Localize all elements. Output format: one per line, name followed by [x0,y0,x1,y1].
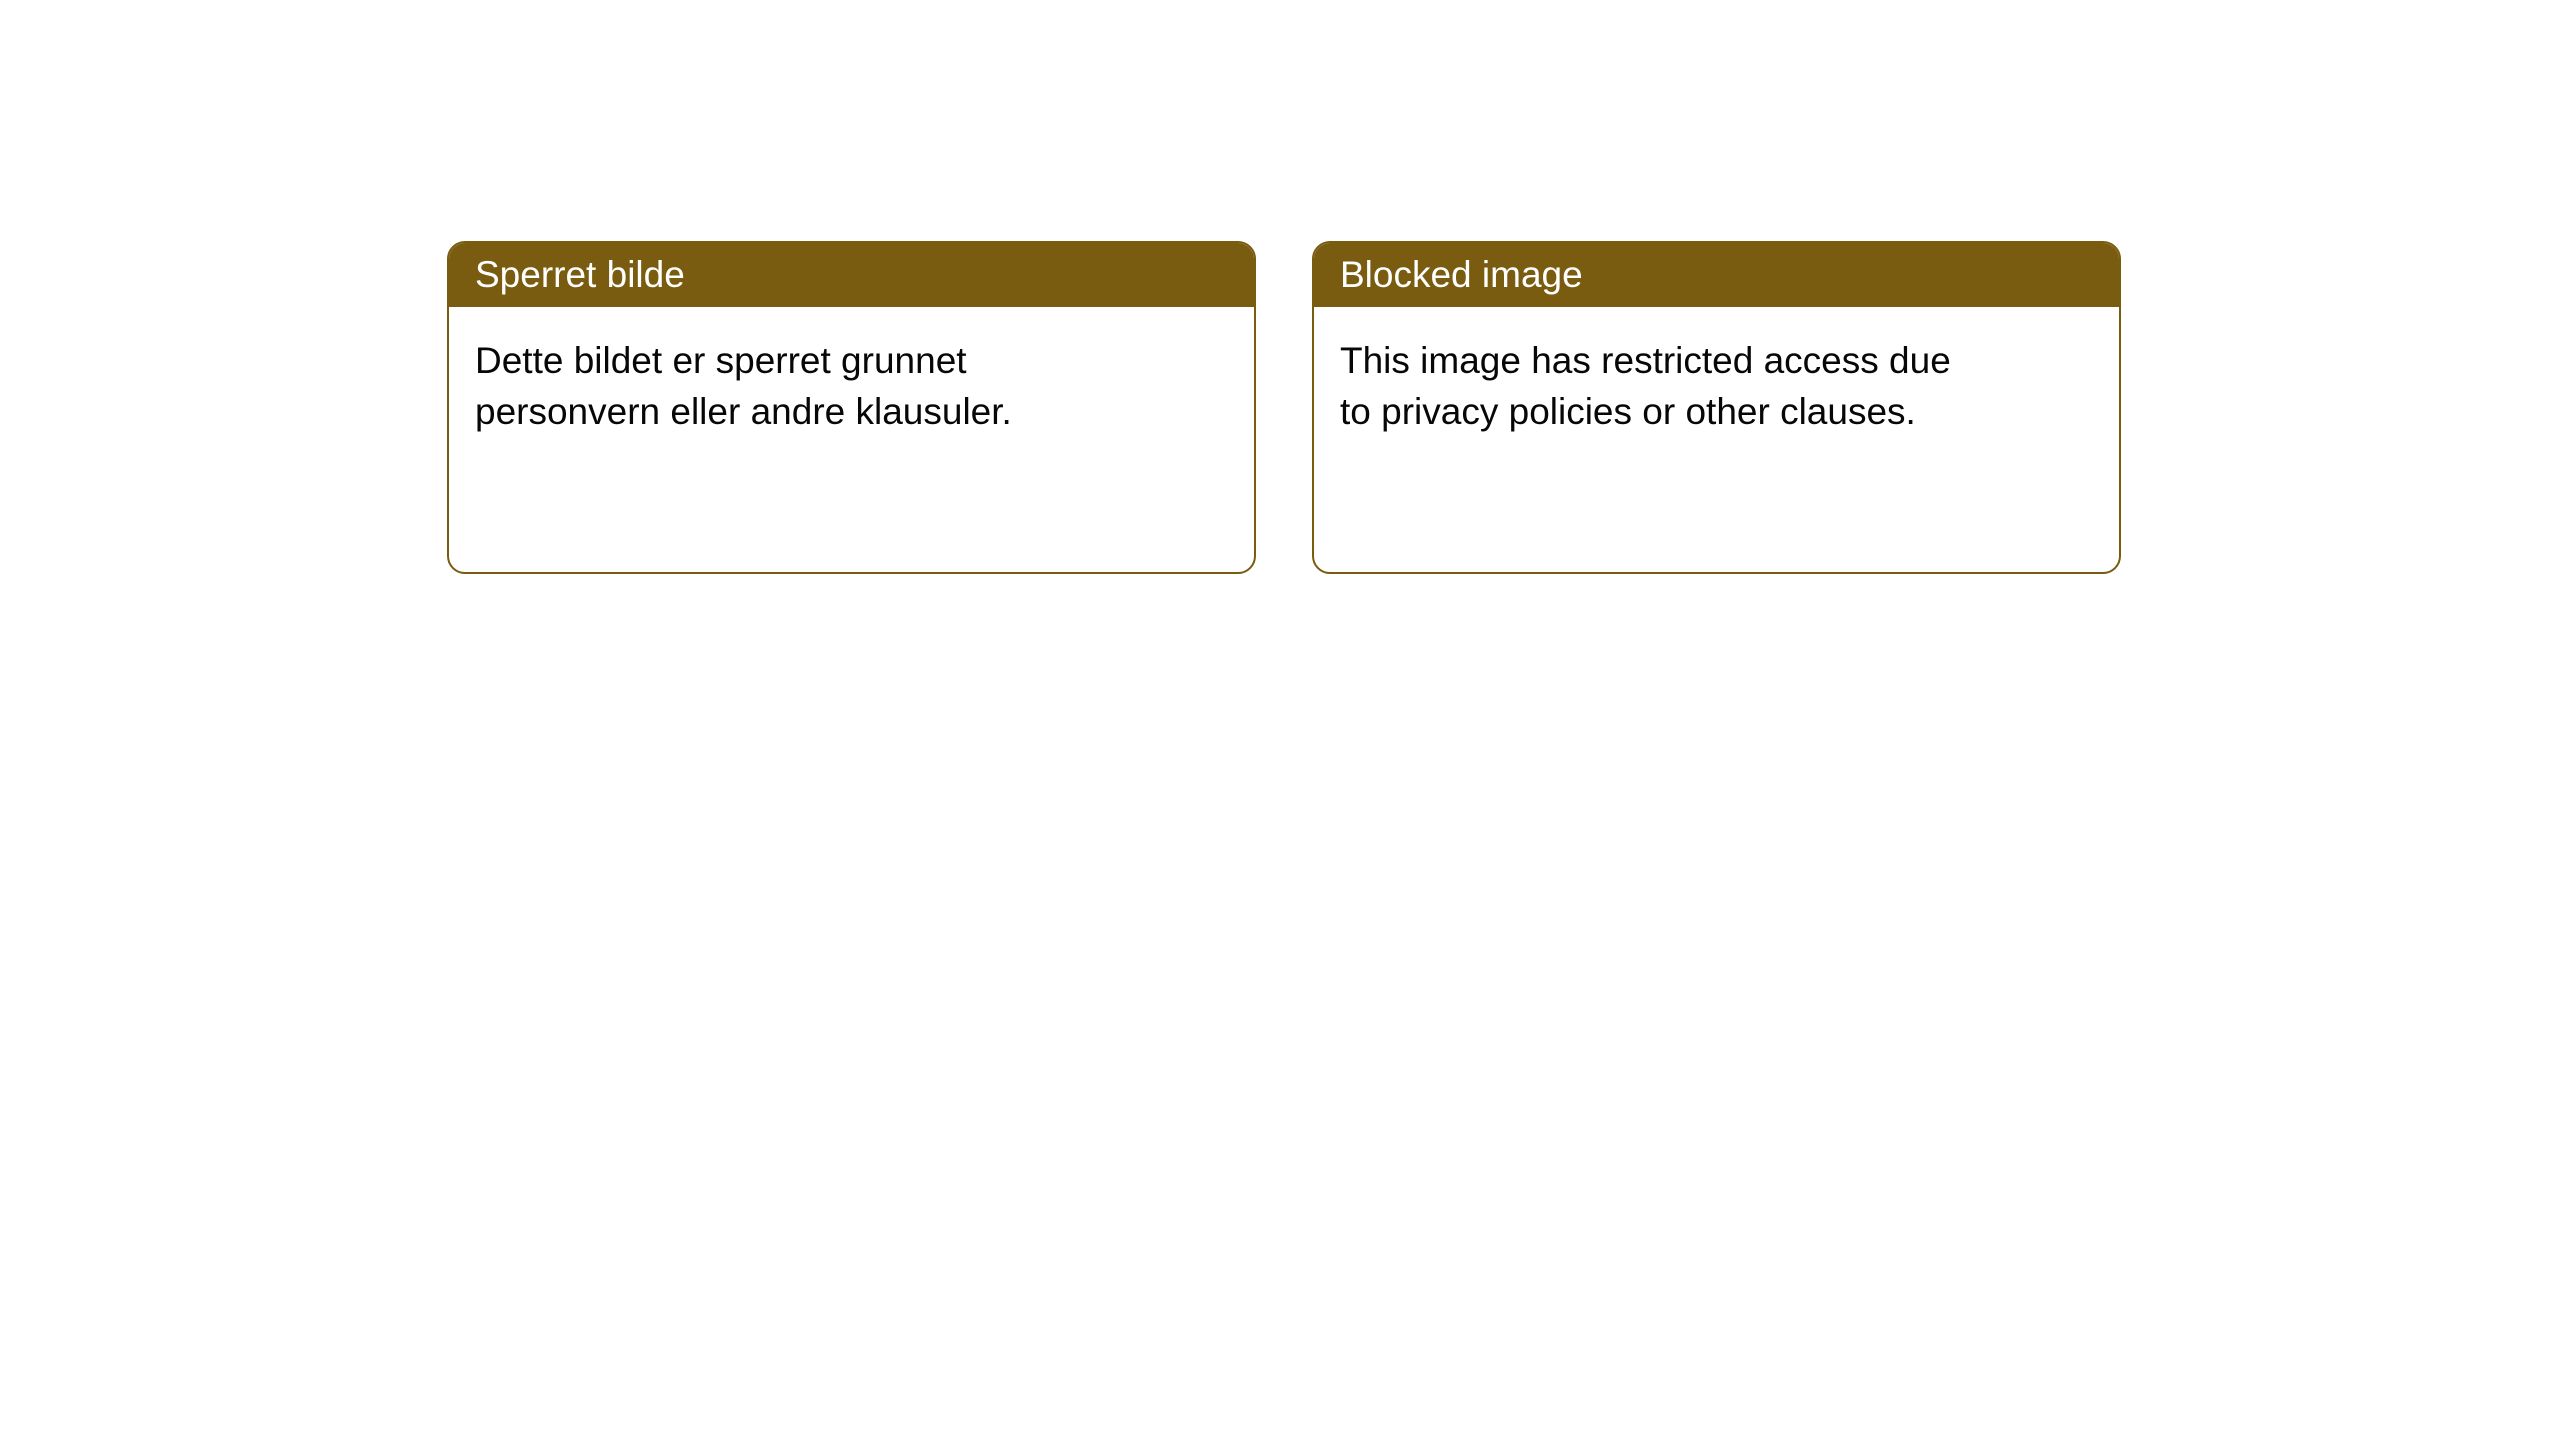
card-title: Blocked image [1340,254,1583,295]
card-header: Blocked image [1314,243,2119,307]
card-body-text: Dette bildet er sperret grunnet personve… [475,340,1012,432]
blocked-image-card-en: Blocked image This image has restricted … [1312,241,2121,574]
card-body-text: This image has restricted access due to … [1340,340,1951,432]
card-header: Sperret bilde [449,243,1254,307]
cards-container: Sperret bilde Dette bildet er sperret gr… [0,0,2560,574]
card-title: Sperret bilde [475,254,685,295]
blocked-image-card-no: Sperret bilde Dette bildet er sperret gr… [447,241,1256,574]
card-body: Dette bildet er sperret grunnet personve… [449,307,1129,465]
card-body: This image has restricted access due to … [1314,307,1994,465]
